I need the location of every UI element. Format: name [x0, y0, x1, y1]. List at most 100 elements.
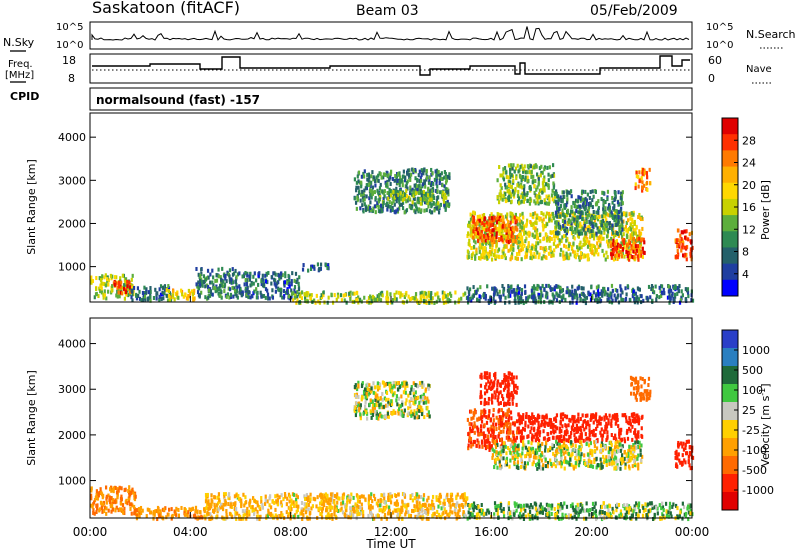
- echo-cell: [403, 178, 407, 183]
- echo-cell: [498, 227, 501, 232]
- echo-cell: [622, 227, 626, 232]
- echo-cell: [543, 198, 546, 203]
- echo-cell: [529, 219, 532, 224]
- echo-cell: [610, 295, 613, 300]
- echo-cell: [581, 211, 584, 216]
- echo-cell: [479, 285, 482, 290]
- echo-cell: [305, 493, 309, 498]
- echo-cell: [364, 395, 367, 400]
- echo-cell: [100, 286, 103, 291]
- echo-cell: [646, 298, 649, 303]
- echo-cell: [539, 286, 542, 291]
- echo-cell: [196, 284, 199, 289]
- echo-cell: [92, 508, 95, 513]
- echo-cell: [503, 234, 506, 239]
- echo-cell: [329, 502, 332, 507]
- echo-cell: [386, 179, 389, 184]
- echo-cell: [548, 236, 551, 241]
- echo-cell: [90, 488, 93, 493]
- echo-cell: [512, 194, 516, 199]
- echo-cell: [348, 495, 351, 500]
- echo-cell: [585, 253, 588, 258]
- echo-cell: [380, 414, 383, 419]
- echo-cell: [490, 238, 493, 243]
- echo-cell: [567, 246, 570, 251]
- echo-cell: [532, 299, 536, 304]
- echo-cell: [489, 223, 493, 228]
- echo-cell: [582, 292, 585, 297]
- echo-cell: [620, 217, 623, 222]
- echo-cell: [101, 274, 104, 279]
- echo-cell: [540, 200, 543, 205]
- echo-cell: [426, 498, 429, 503]
- echo-cell: [476, 221, 479, 226]
- echo-cell: [650, 284, 654, 289]
- echo-cell: [683, 229, 686, 234]
- echo-cell: [527, 230, 530, 235]
- echo-cell: [548, 238, 551, 243]
- echo-cell: [592, 236, 596, 241]
- echo-cell: [404, 292, 407, 297]
- echo-cell: [510, 284, 513, 289]
- echo-cell: [596, 288, 600, 293]
- echo-cell: [536, 287, 539, 292]
- echo-cell: [397, 381, 400, 386]
- echo-cell: [622, 211, 626, 216]
- echo-cell: [448, 172, 451, 177]
- echo-cell: [685, 252, 688, 257]
- echo-cell: [617, 190, 620, 195]
- echo-cell: [380, 291, 383, 296]
- echo-cell: [267, 270, 270, 275]
- echo-cell: [121, 503, 125, 508]
- echo-cell: [434, 169, 437, 174]
- echo-cell: [383, 383, 386, 388]
- echo-cell: [371, 208, 375, 213]
- echo-cell: [377, 199, 381, 204]
- echo-cell: [167, 286, 171, 291]
- echo-cell: [633, 255, 636, 260]
- echo-cell: [561, 199, 564, 204]
- echo-cell: [470, 255, 473, 260]
- echo-cell: [632, 289, 635, 294]
- echo-cell: [187, 510, 190, 515]
- echo-cell: [354, 394, 357, 399]
- echo-cell: [249, 283, 252, 288]
- echo-cell: [370, 180, 373, 185]
- echo-cell: [551, 197, 554, 202]
- echo-cell: [612, 249, 615, 254]
- echo-cell: [396, 178, 399, 183]
- echo-cell: [631, 294, 634, 299]
- echo-cell: [486, 251, 490, 256]
- echo-cell: [319, 492, 322, 497]
- echo-cell: [448, 175, 451, 180]
- echo-cell: [519, 164, 522, 169]
- echo-cell: [551, 188, 554, 193]
- echo-cell: [109, 502, 112, 507]
- echo-cell: [235, 506, 238, 511]
- echo-cell: [450, 495, 453, 500]
- echo-cell: [417, 514, 420, 519]
- echo-cell: [199, 510, 202, 515]
- echo-cell: [142, 295, 145, 300]
- echo-cell: [389, 208, 392, 213]
- echo-cell: [425, 516, 429, 521]
- echo-cell: [610, 212, 613, 217]
- echo-cell: [619, 250, 622, 255]
- echo-cell: [478, 249, 481, 254]
- echo-cell: [668, 300, 671, 305]
- echo-cell: [572, 200, 575, 205]
- echo-cell: [442, 300, 446, 305]
- echo-cell: [480, 229, 483, 234]
- echo-cell: [624, 224, 628, 229]
- echo-cell: [526, 218, 529, 223]
- echo-cell: [387, 196, 390, 201]
- echo-cell: [364, 404, 367, 409]
- echo-cell: [512, 288, 515, 293]
- echo-cell: [552, 296, 555, 301]
- echo-cell: [374, 183, 377, 188]
- echo-cell: [215, 273, 218, 278]
- echo-cell: [409, 296, 413, 301]
- echo-cell: [597, 214, 600, 219]
- echo-cell: [641, 226, 644, 231]
- echo-cell: [591, 198, 594, 203]
